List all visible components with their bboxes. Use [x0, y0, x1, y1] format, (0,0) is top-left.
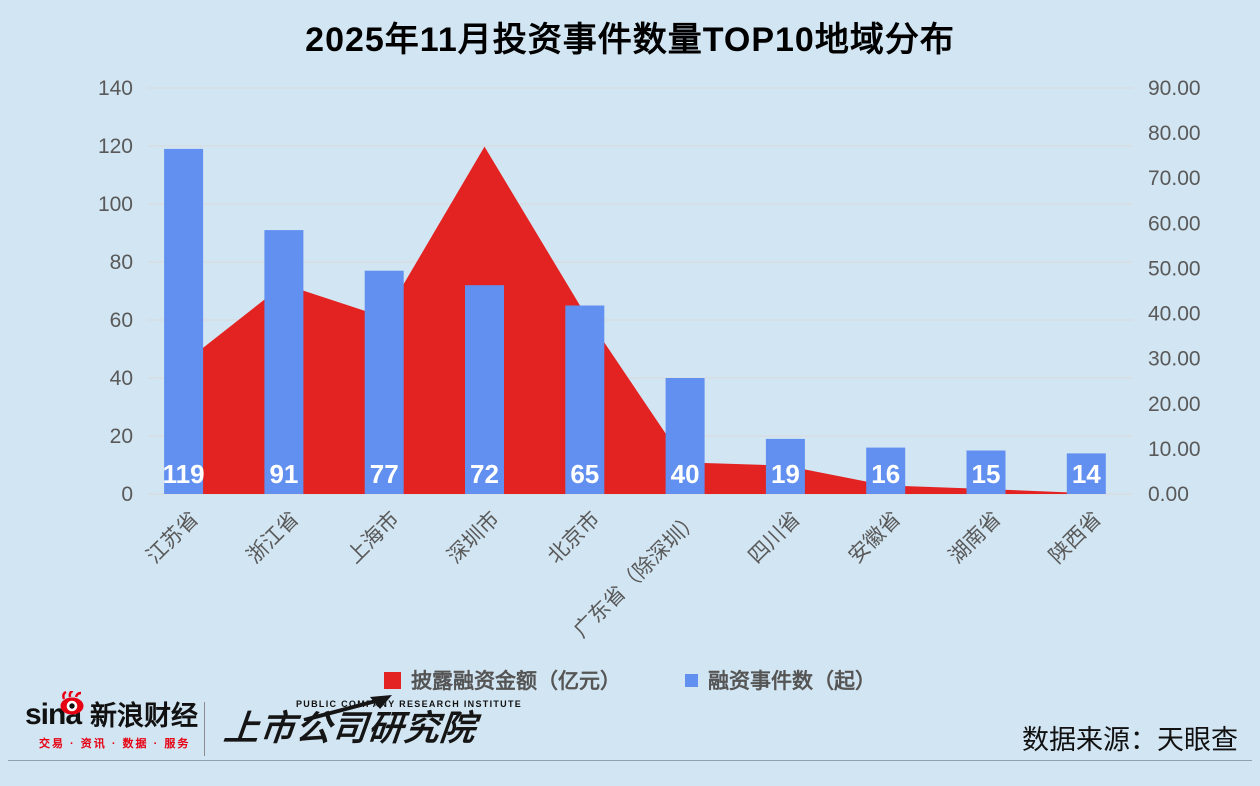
left-axis-tick: 0 — [121, 483, 133, 506]
right-axis-tick: 50.00 — [1148, 257, 1201, 280]
sina-tagline: 交易 · 资讯 · 数据 · 服务 — [39, 738, 191, 750]
right-axis-tick: 10.00 — [1148, 438, 1201, 461]
bar — [665, 378, 705, 494]
legend: 披露融资金额（亿元） 融资事件数（起） — [0, 665, 1260, 695]
bar — [164, 148, 204, 494]
bar-value-label: 16 — [871, 459, 900, 489]
bar — [465, 285, 504, 494]
sina-finance-logo: sina 新浪财经 交易 · 资讯 · 数据 · 服务 — [25, 691, 205, 751]
right-axis-tick: 70.00 — [1148, 167, 1201, 190]
bar-value-label: 15 — [972, 459, 1001, 489]
left-axis-tick: 60 — [110, 309, 133, 332]
right-axis-tick: 0.00 — [1148, 483, 1189, 506]
bar — [1066, 453, 1106, 494]
bar-value-label: 77 — [370, 459, 399, 489]
combo-chart: 119 91 77 72 65 40 19 16 15 140204060801001201400… — [98, 77, 1201, 642]
right-axis-tick: 40.00 — [1148, 303, 1201, 326]
footer-divider-line — [8, 760, 1252, 761]
right-axis-tick: 60.00 — [1148, 212, 1201, 235]
bar — [765, 438, 805, 494]
left-axis-tick: 80 — [110, 251, 133, 274]
legend-label-bar: 融资事件数（起） — [708, 670, 876, 693]
right-axis-tick: 30.00 — [1148, 348, 1201, 371]
institute-name-cn: 上市公司研究院 — [222, 709, 479, 748]
sina-logo-row: sina 新浪财经 — [25, 691, 205, 731]
bar — [966, 450, 1006, 494]
bar-value-label: 40 — [671, 459, 700, 489]
category-label: 陕西省 — [1045, 507, 1106, 568]
area-series-swatch — [384, 671, 401, 689]
logo-divider — [204, 702, 205, 756]
sina-finance-name: 新浪财经 — [90, 701, 199, 731]
category-label: 四川省 — [744, 507, 805, 568]
bar-value-label: 19 — [771, 459, 800, 489]
left-axis-tick: 20 — [110, 425, 133, 448]
area-series — [183, 146, 1087, 494]
sina-eye-icon — [60, 691, 84, 715]
left-axis-tick: 100 — [98, 193, 133, 216]
right-axis-tick: 90.00 — [1148, 77, 1201, 100]
legend-item-bar: 融资事件数（起） — [685, 665, 876, 695]
category-label: 安徽省 — [844, 507, 905, 568]
category-label: 北京市 — [544, 507, 605, 568]
legend-label-area: 披露融资金额（亿元） — [411, 670, 621, 693]
bar — [565, 305, 605, 494]
category-label: 深圳市 — [443, 507, 504, 568]
category-label: 上海市 — [343, 507, 404, 568]
bar-value-label: 65 — [570, 459, 599, 489]
left-axis-tick: 140 — [98, 77, 133, 100]
category-label: 湖南省 — [945, 507, 1006, 568]
research-institute-logo: PUBLIC COMPANY RESEARCH INSTITUTE 上市公司研究… — [222, 695, 523, 749]
right-axis-tick: 20.00 — [1148, 393, 1201, 416]
institute-name-en: PUBLIC COMPANY RESEARCH INSTITUTE — [296, 699, 523, 709]
category-label: 江苏省 — [142, 507, 203, 568]
trend-arrow-icon — [303, 695, 392, 721]
left-axis-tick: 120 — [98, 135, 133, 158]
bar-value-label: 72 — [470, 459, 499, 489]
left-axis-tick: 40 — [110, 367, 133, 390]
legend-item-area: 披露融资金额（亿元） — [384, 665, 621, 695]
bar-value-label: 119 — [163, 459, 205, 489]
bar-value-label: 91 — [269, 459, 298, 489]
chart-title: 2025年11月投资事件数量TOP10地域分布 — [305, 21, 955, 59]
bar — [866, 447, 906, 494]
category-label: 浙江省 — [243, 507, 304, 568]
bar — [264, 230, 304, 494]
right-axis-tick: 80.00 — [1148, 122, 1201, 145]
bar — [364, 270, 404, 494]
bar-series-swatch — [685, 673, 698, 687]
bar-value-label: 14 — [1072, 459, 1101, 489]
data-source: 数据来源：天眼查 — [1022, 725, 1238, 755]
